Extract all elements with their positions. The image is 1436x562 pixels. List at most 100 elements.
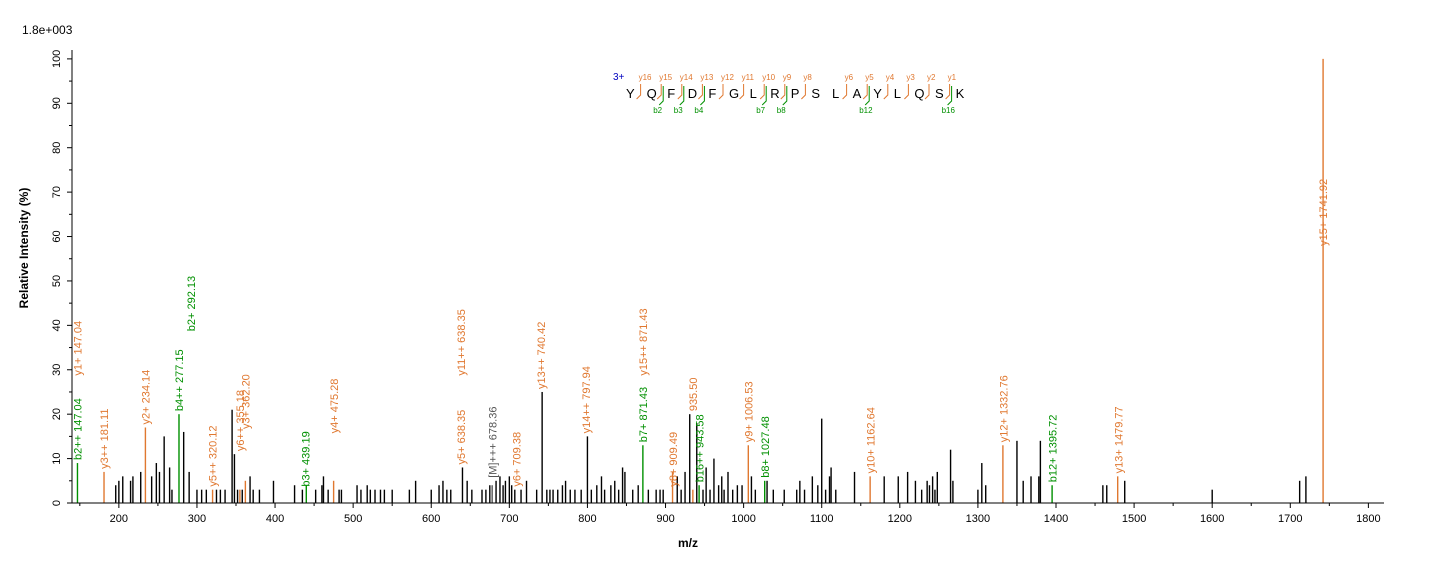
x-tick-label: 200 (110, 513, 128, 525)
x-tick-label: 1800 (1356, 513, 1380, 525)
x-tick-label: 1600 (1200, 513, 1224, 525)
y-ion-bracket (924, 84, 930, 100)
y-ion-mark: y4 (886, 73, 895, 82)
peak-label: y15++ 871.43 (638, 308, 650, 375)
x-tick-label: 1500 (1122, 513, 1146, 525)
peak-label: [M]+++ 678.36 (487, 407, 499, 478)
y-tick-label: 30 (51, 364, 63, 376)
y-ion-mark: y6 (845, 73, 854, 82)
sequence-residue: Y (873, 86, 882, 101)
charge-label: 3+ (613, 72, 625, 83)
sequence-residue: S (935, 86, 944, 101)
sequence-residue: Q (914, 86, 924, 101)
axes (71, 50, 1384, 504)
y-ion-mark: y5 (865, 73, 874, 82)
peak-label: b12+ 1395.72 (1048, 415, 1060, 483)
b-ion-mark: b16 (942, 106, 956, 115)
b-ion-mark: b4 (694, 106, 703, 115)
y-tick-label: 100 (51, 50, 63, 68)
y-ion-mark: y14 (680, 73, 693, 82)
peak-label: y15+ 1741.92 (1318, 179, 1330, 246)
x-tick-label: 900 (656, 513, 674, 525)
sequence-residue: F (708, 86, 716, 101)
peak-label: y13+ 1479.77 (1113, 406, 1125, 473)
b-ion-mark: b3 (674, 106, 683, 115)
peak-label: y10+ 1162.64 (866, 407, 878, 473)
x-tick-label: 1400 (1044, 513, 1068, 525)
peak-label: y3++ 181.11 (99, 409, 111, 469)
x-tick-label: 600 (422, 513, 440, 525)
sequence-residue: L (832, 86, 839, 101)
sequence-residue: G (729, 86, 739, 101)
x-tick-label: 1200 (888, 513, 912, 525)
peak-label: y2+ 234.14 (141, 370, 153, 425)
b-ion-mark: b12 (859, 106, 873, 115)
sequence-residue: L (750, 86, 757, 101)
y-tick-label: 40 (51, 319, 63, 331)
x-tick-label: 1300 (966, 513, 990, 525)
sequence-residue: S (811, 86, 820, 101)
b-ion-bracket (658, 86, 664, 106)
x-axis-label: m/z (678, 536, 698, 550)
x-tick-label: 1700 (1278, 513, 1302, 525)
y-ion-mark: y10 (762, 73, 775, 82)
y-ion-bracket (636, 84, 642, 100)
x-tick-label: 700 (500, 513, 518, 525)
y-ion-mark: y8 (803, 73, 812, 82)
b-ion-mark: b2 (653, 106, 662, 115)
sequence-residue: L (894, 86, 901, 101)
b-ion-mark: b7 (756, 106, 765, 115)
y-ion-mark: y12 (721, 73, 734, 82)
y-ion-bracket (759, 84, 765, 100)
b-ion-bracket (782, 86, 788, 106)
sequence-residue: F (667, 86, 675, 101)
y-ion-bracket (739, 84, 745, 100)
peak-label: y5++ 320.12 (208, 426, 220, 487)
b-ion-bracket (679, 86, 685, 106)
sequence-residue: P (791, 86, 800, 101)
y-tick-label: 70 (51, 186, 63, 198)
axis-ticks: 0 10 20 30 40 50 60 70 80 90 100 200 300 400 500 600 700… (51, 50, 1381, 525)
y-ion-bracket (698, 84, 703, 100)
sequence-residue: K (956, 86, 965, 101)
peak-label: y12+ 1332.76 (998, 375, 1010, 442)
y-ion-bracket (883, 84, 889, 100)
y-tick-label: 50 (51, 275, 63, 287)
x-tick-label: 500 (344, 513, 362, 525)
peak-label: y11++ 638.35 (456, 309, 468, 375)
x-tick-label: 400 (266, 513, 284, 525)
peak-label: y8+ 909.49 (668, 432, 680, 487)
y-ion-bracket (945, 84, 951, 100)
b-ion-bracket (761, 86, 767, 106)
y-ion-bracket (904, 84, 909, 100)
y-tick-label: 60 (51, 230, 63, 242)
x-tick-label: 1000 (731, 513, 755, 525)
y-ion-mark: y15 (659, 73, 672, 82)
peak-label: y13++ 740.42 (536, 322, 548, 389)
peak-label: y9+ 1006.53 (744, 381, 756, 442)
y-ion-mark: y1 (948, 73, 957, 82)
y-ion-bracket (842, 84, 848, 100)
y-ion-mark: y3 (906, 73, 915, 82)
sequence-residue: A (853, 86, 862, 101)
b-ion-bracket (700, 86, 705, 106)
sequence-residue: Q (647, 86, 657, 101)
y-tick-label: 20 (51, 408, 63, 420)
sequence-residue: D (688, 86, 697, 101)
peak-annotations: b2++ 147.04 y1+ 147.04 y3++ 181.11 y2+ 234.… (72, 179, 1330, 487)
peak-label: b4++ 277.15 (174, 349, 186, 411)
sequence-residue: R (770, 86, 779, 101)
sequence-residue: Y (626, 86, 635, 101)
y-tick-label: 10 (51, 452, 63, 464)
y-ion-bracket (801, 84, 806, 100)
peak-label: y4+ 475.28 (329, 379, 341, 434)
peak-label: b3+ 439.19 (301, 431, 313, 486)
peak-label: 935.50 (688, 378, 700, 412)
peak-label: y14++ 797.94 (581, 366, 593, 433)
y-ion-bracket (656, 84, 662, 100)
y-tick-label: 90 (51, 97, 63, 109)
y-ion-mark: y13 (700, 73, 713, 82)
